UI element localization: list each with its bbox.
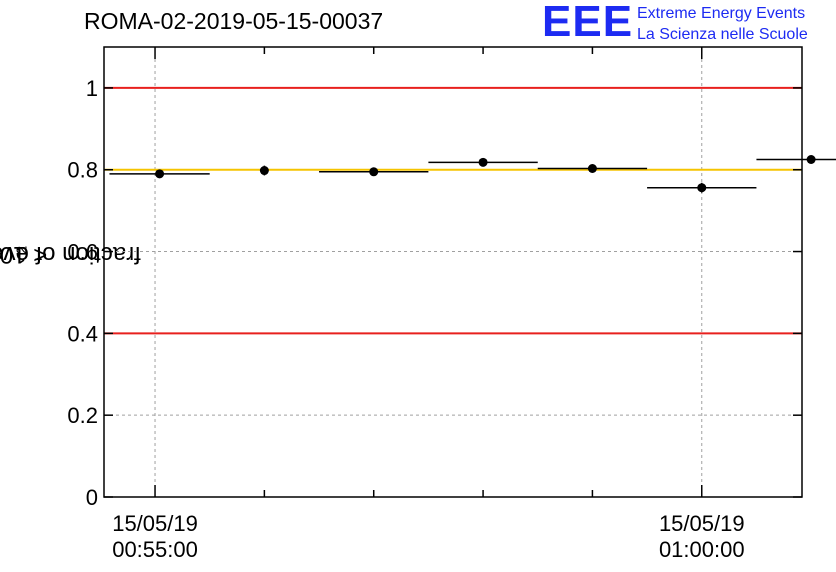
logo-caption: Extreme Energy Events La Scienza nelle S…: [637, 3, 808, 45]
y-tick-label: 0.8: [67, 158, 98, 183]
y-tick-label: 0.6: [67, 240, 98, 265]
logo-caption-line-2: La Scienza nelle Scuole: [637, 26, 808, 43]
data-point: [369, 167, 379, 177]
data-point: [478, 157, 488, 167]
chart-title: ROMA-02-2019-05-15-00037: [84, 8, 384, 34]
x-tick-label-date: 15/05/19: [112, 511, 198, 536]
data-point: [259, 166, 269, 176]
x-tick-label-time: 01:00:00: [659, 537, 745, 562]
y-tick-label: 0.4: [67, 321, 98, 346]
x-tick-label-date: 15/05/19: [659, 511, 745, 536]
data-point: [697, 183, 707, 193]
plot-frame: [103, 46, 803, 498]
y-tick-label: 0: [86, 485, 98, 510]
logo-caption-line-1: Extreme Energy Events: [637, 5, 806, 22]
data-point: [155, 169, 165, 179]
y-tick-label: 0.2: [67, 403, 98, 428]
y-tick-label: 1: [86, 76, 98, 101]
data-point: [806, 155, 816, 164]
x-tick-label-time: 00:55:00: [112, 537, 198, 562]
eee-logo: EEE: [542, 0, 634, 46]
data-point: [587, 164, 597, 173]
